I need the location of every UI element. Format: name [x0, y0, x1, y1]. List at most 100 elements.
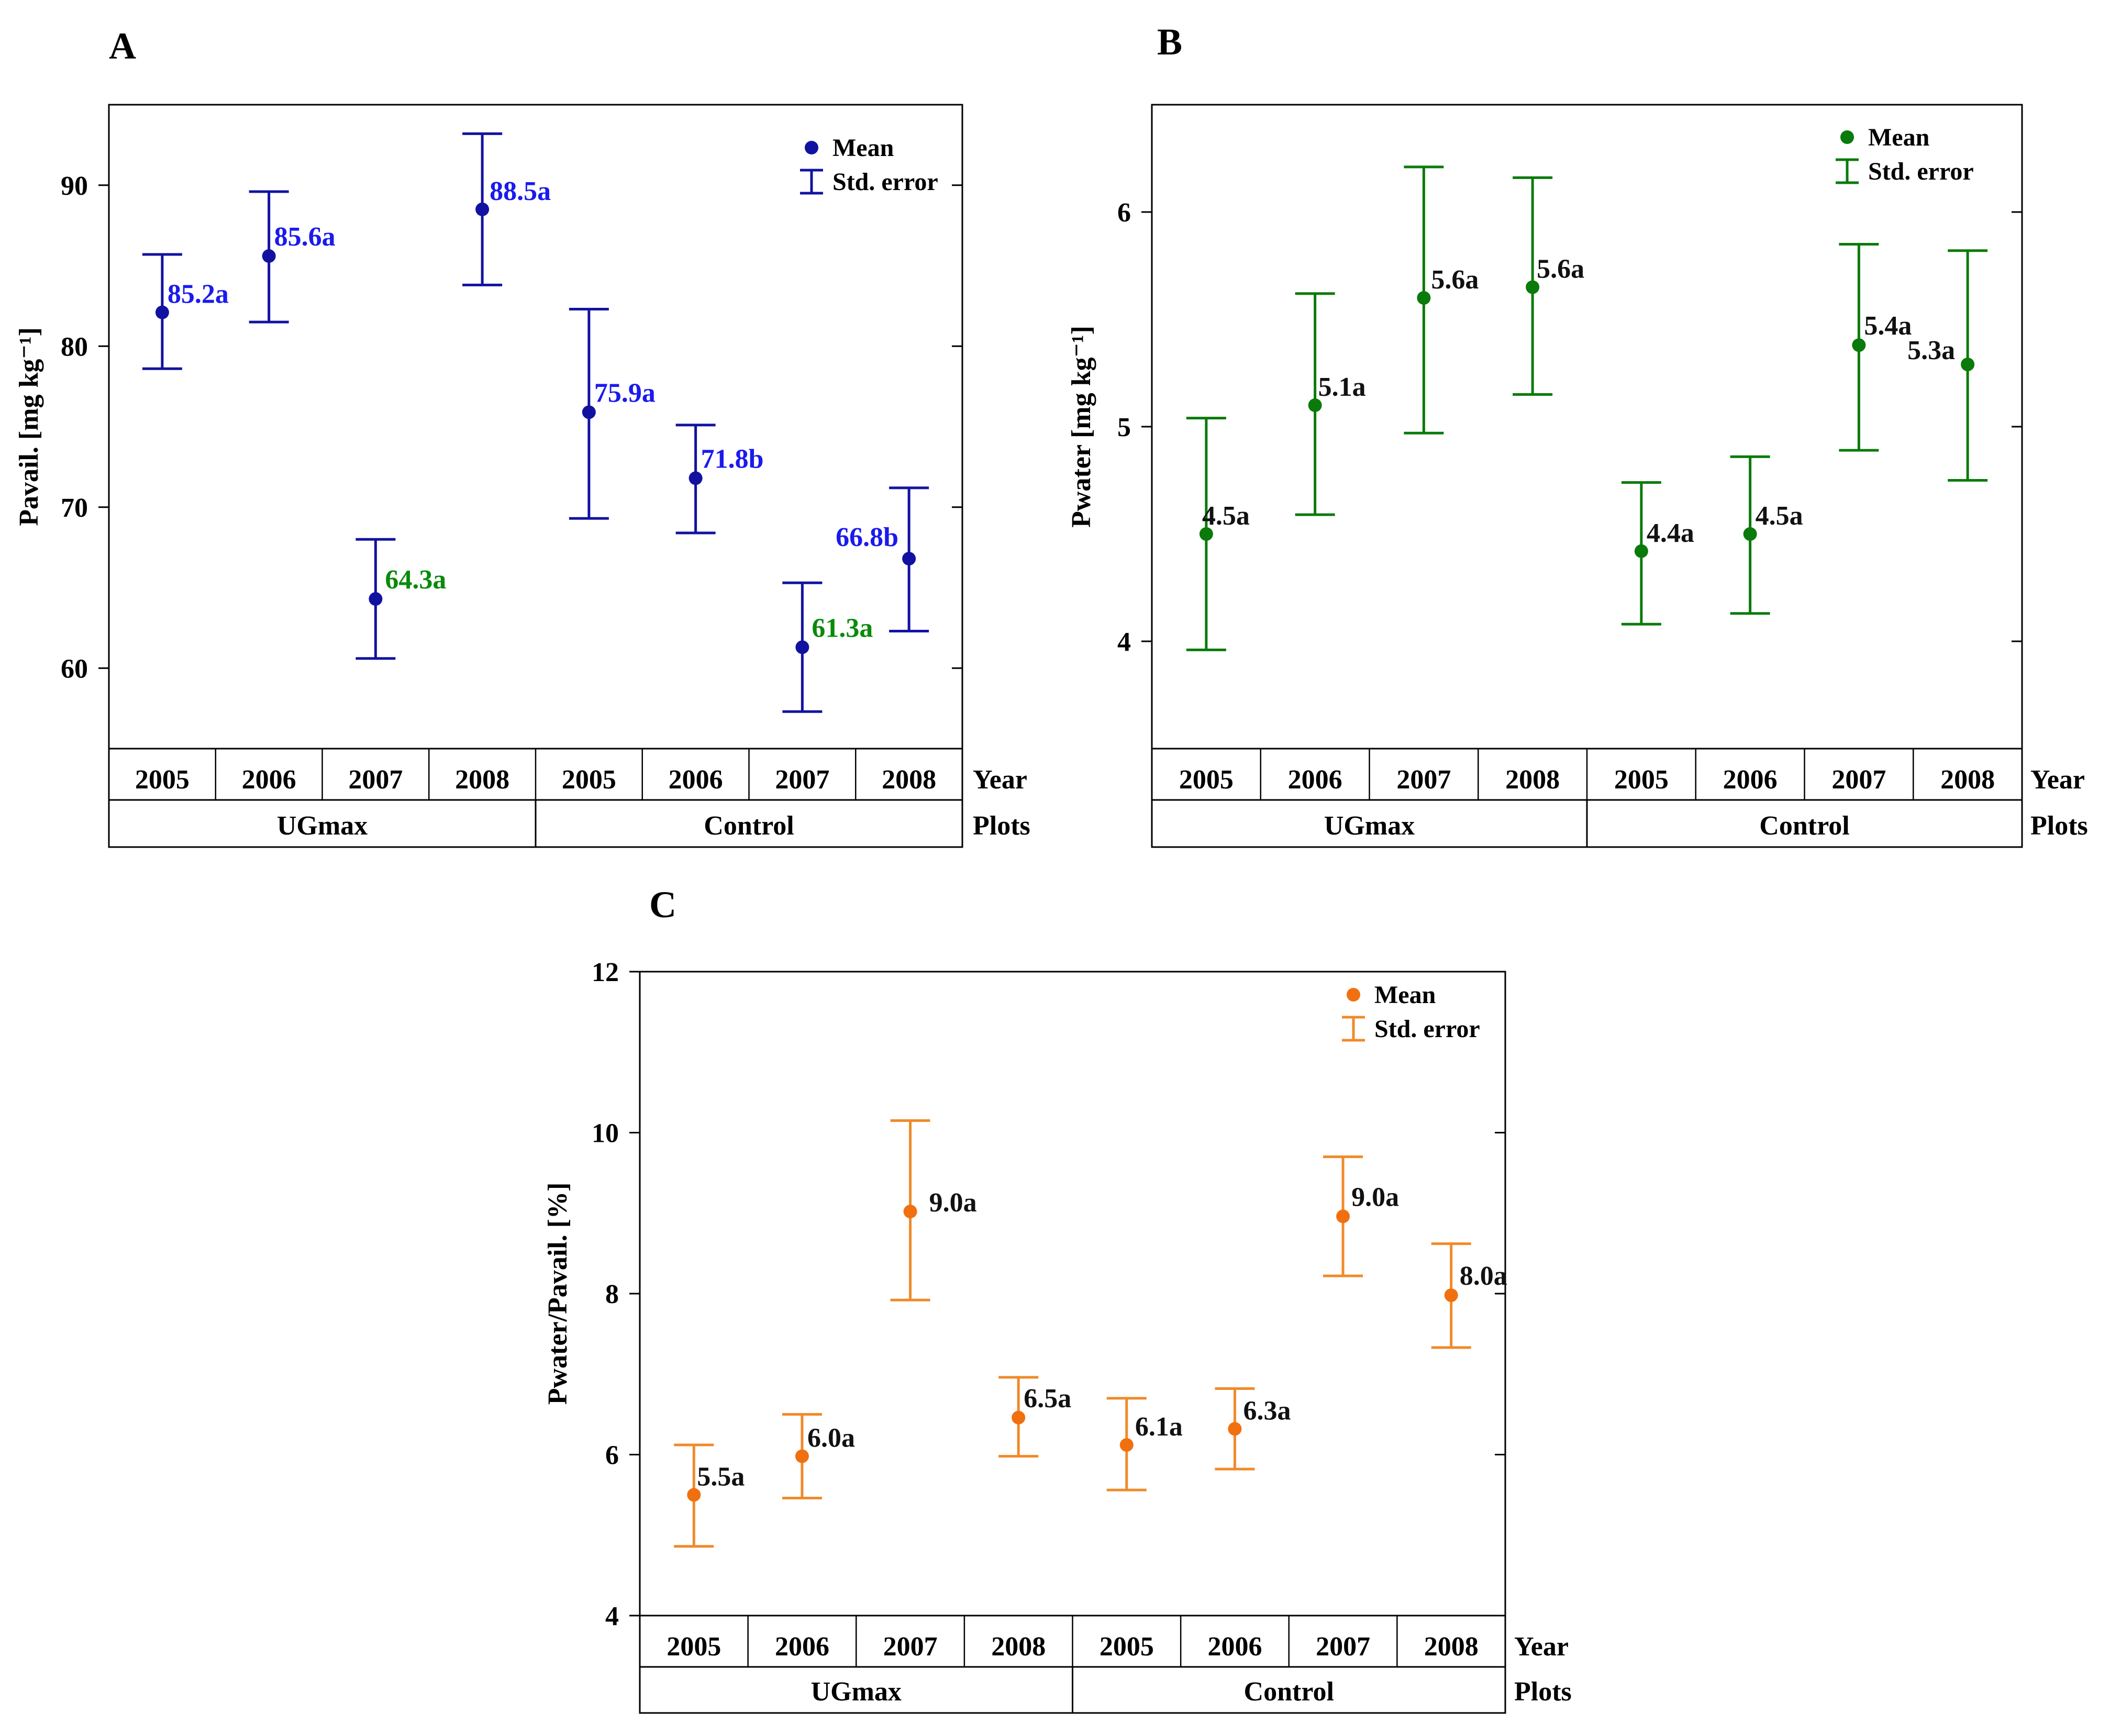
mean-point: [687, 1488, 701, 1502]
y-tick-label: 6: [1117, 198, 1131, 228]
x-tick-label-year: 2006: [1207, 1632, 1262, 1662]
mean-point: [902, 552, 916, 566]
x-tick-label-year: 2008: [455, 765, 509, 795]
legend-mean-label: Mean: [1868, 124, 1929, 151]
x-tick-label-year: 2007: [775, 765, 829, 795]
data-label: 4.4a: [1647, 518, 1694, 548]
group-label-control: Control: [704, 811, 794, 841]
y-tick-label: 12: [592, 958, 619, 987]
mean-point: [1743, 527, 1757, 541]
legend: Mean Std. error: [800, 134, 938, 196]
y-tick-label: 70: [61, 493, 88, 523]
mean-point: [1012, 1410, 1026, 1425]
mean-point: [1336, 1209, 1350, 1223]
y-axis-label: Pwater [mg kg⁻¹]: [1067, 326, 1096, 528]
group-label-ugmax: UGmax: [1324, 811, 1415, 841]
x-tick-label-year: 2007: [348, 765, 403, 795]
x-tick-label-year: 2007: [883, 1632, 938, 1662]
x-tick-label-year: 2007: [1316, 1632, 1370, 1662]
row-title-plots: Plots: [973, 811, 1030, 841]
row-title-year: Year: [2030, 765, 2085, 795]
data-label: 88.5a: [490, 176, 551, 206]
chart-panel-c: C 4 6 8 10 12 Pwater/Pavail. [%] 2005 2006 2007 20…: [543, 884, 1572, 1714]
mean-point: [903, 1205, 917, 1219]
data-label: 85.6a: [274, 222, 336, 252]
y-tick-label: 8: [605, 1279, 619, 1309]
mean-point: [1634, 544, 1648, 558]
x-tick-label-year: 2007: [1396, 765, 1451, 795]
mean-point: [262, 249, 276, 263]
data-label: 64.3a: [385, 565, 446, 595]
mean-point: [688, 471, 703, 485]
mean-point: [582, 405, 596, 419]
legend-error-label: Std. error: [832, 168, 938, 196]
mean-point: [1199, 527, 1213, 541]
data-label: 4.5a: [1202, 501, 1250, 531]
mean-point: [1961, 358, 1975, 372]
panel-label: B: [1157, 21, 1182, 63]
mean-point: [1228, 1422, 1242, 1436]
chart-panel-a: A 60 70 80 90 Pavail. [mg kg⁻¹] 2005 2006 2007 20…: [14, 25, 1030, 848]
x-tick-label-year: 2005: [1179, 765, 1234, 795]
data-label: 4.5a: [1756, 501, 1803, 531]
data-label: 6.3a: [1243, 1396, 1291, 1426]
y-tick-label: 10: [592, 1119, 619, 1149]
x-tick-label-year: 2008: [991, 1632, 1046, 1662]
row-title-year: Year: [1514, 1632, 1569, 1662]
legend: Mean Std. error: [1836, 124, 1974, 185]
chart-panel-b: B 4 5 6 Pwater [mg kg⁻¹] 2005 2006 2007 2008 2005…: [1067, 21, 2088, 848]
row-title-plots: Plots: [1514, 1677, 1572, 1707]
data-label: 5.6a: [1537, 254, 1584, 284]
y-tick-label: 6: [605, 1441, 619, 1471]
mean-point: [475, 202, 490, 216]
y-axis-label: Pavail. [mg kg⁻¹]: [14, 327, 44, 526]
data-label: 5.6a: [1431, 265, 1479, 295]
x-tick-label-year: 2005: [562, 765, 616, 795]
legend-mean-label: Mean: [832, 134, 894, 162]
data-label: 9.0a: [1351, 1182, 1399, 1212]
mean-point: [795, 640, 809, 654]
data-label: 5.4a: [1864, 311, 1912, 341]
y-tick-label: 60: [61, 654, 88, 684]
y-tick-label: 4: [605, 1601, 619, 1631]
y-axis-label: Pwater/Pavail. [%]: [543, 1183, 573, 1405]
plot-frame: [639, 971, 1506, 1617]
x-tick-label-year: 2006: [669, 765, 723, 795]
group-label-ugmax: UGmax: [811, 1677, 902, 1707]
x-tick-label-year: 2006: [1288, 765, 1342, 795]
x-tick-label-year: 2007: [1831, 765, 1886, 795]
x-tick-label-year: 2006: [775, 1632, 829, 1662]
y-tick-label: 5: [1117, 413, 1131, 442]
mean-point: [1852, 338, 1866, 352]
x-tick-label-year: 2005: [1100, 1632, 1154, 1662]
group-label-control: Control: [1759, 811, 1849, 841]
y-tick-label: 90: [61, 171, 88, 201]
mean-point: [1119, 1438, 1134, 1452]
mean-point: [1444, 1288, 1458, 1303]
data-label: 5.3a: [1907, 336, 1955, 365]
data-label: 5.1a: [1318, 372, 1366, 402]
mean-point: [155, 305, 169, 319]
data-label: 5.5a: [697, 1462, 745, 1492]
data-label: 71.8b: [701, 444, 764, 474]
panel-label: C: [649, 884, 676, 926]
legend-mean-marker: [1347, 988, 1360, 1001]
x-tick-label-year: 2005: [667, 1632, 721, 1662]
x-tick-label-year: 2008: [1940, 765, 1995, 795]
y-tick-label: 4: [1117, 627, 1131, 657]
mean-point: [1526, 280, 1540, 294]
data-label: 85.2a: [168, 280, 229, 309]
x-tick-label-year: 2006: [242, 765, 296, 795]
x-tick-label-year: 2005: [1614, 765, 1669, 795]
data-label: 9.0a: [929, 1188, 977, 1218]
x-tick-label-year: 2008: [1424, 1632, 1479, 1662]
panel-label: A: [109, 25, 136, 67]
data-label: 6.0a: [807, 1423, 855, 1453]
data-label: 6.1a: [1135, 1412, 1183, 1442]
mean-point: [369, 592, 383, 606]
data-label: 66.8b: [836, 522, 898, 552]
mean-point: [1308, 398, 1322, 412]
data-label: 8.0a: [1460, 1261, 1507, 1291]
legend-mean-marker: [1840, 130, 1854, 144]
